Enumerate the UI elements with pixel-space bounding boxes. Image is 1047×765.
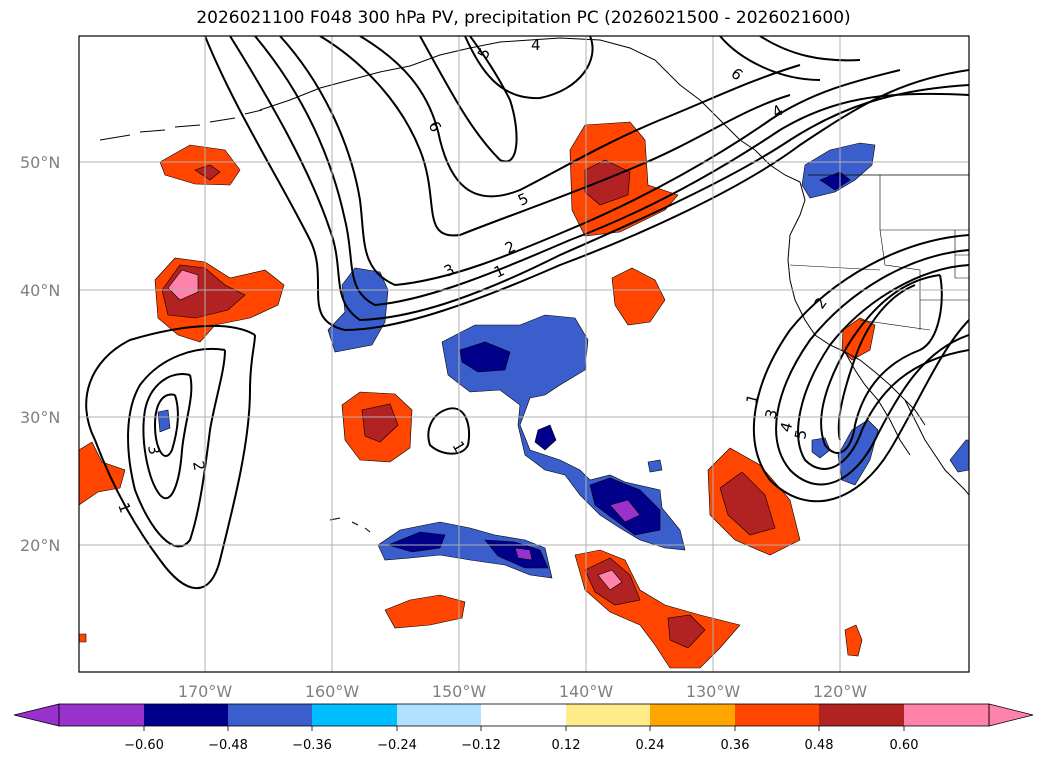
colorbar-outline	[58, 703, 990, 727]
colorbar-segment	[312, 704, 397, 726]
negative-precip-blob	[514, 547, 533, 561]
colorbar-tick-label: 0.24	[636, 738, 665, 753]
pv-contour	[142, 373, 193, 500]
pv-contour	[797, 264, 969, 470]
pv-contour	[279, 36, 901, 287]
colorbar-segment	[735, 704, 819, 726]
pv-contour-layer	[85, 36, 969, 590]
alaska-coastline	[259, 37, 801, 183]
colorbar-segment	[144, 704, 228, 726]
colorbar-tick-label: −0.24	[377, 738, 417, 753]
pv-contour	[153, 393, 179, 457]
contour-label: 3	[144, 444, 163, 457]
positive-precip-blob	[841, 317, 876, 361]
pv-contour	[719, 36, 861, 81]
negative-precip-blob	[609, 499, 641, 523]
pv-contour	[775, 249, 969, 486]
colorbar-segment	[819, 704, 904, 726]
lat-label: 40°N	[20, 281, 60, 300]
lon-label: 140°W	[559, 682, 614, 701]
contour-label: 2	[189, 460, 208, 473]
positive-precip-blob	[597, 569, 623, 591]
lon-label: 130°W	[686, 682, 741, 701]
positive-precip-blob	[159, 144, 241, 186]
pv-contour	[752, 234, 969, 503]
colorbar-segment	[650, 704, 735, 726]
figure-title: 2026021100 F048 300 hPa PV, precipitatio…	[196, 8, 851, 28]
pv-contour	[464, 36, 594, 100]
graticule	[79, 36, 969, 672]
colorbar-tick-label: −0.12	[461, 738, 501, 753]
pv-contour	[419, 36, 518, 163]
colorbar-segment	[228, 704, 312, 726]
pv-contour	[837, 284, 916, 441]
aleutian-islands	[99, 109, 263, 141]
positive-precip-blob	[667, 614, 706, 649]
positive-precip-blob	[584, 159, 631, 206]
west-coast-north-america	[787, 181, 969, 496]
colorbar-segment	[481, 704, 566, 726]
pv-contour	[204, 36, 969, 332]
colorbar-tick-label: −0.48	[208, 738, 248, 753]
negative-precip-blob	[327, 267, 389, 353]
pv-contour	[359, 36, 801, 198]
colorbar-tick-label: 0.60	[890, 738, 919, 753]
colorbar-tick-label: −0.60	[124, 738, 164, 753]
lat-label: 50°N	[20, 153, 60, 172]
positive-precip-blob	[844, 624, 863, 657]
contour-label: 4	[531, 36, 541, 54]
lon-label: 170°W	[178, 682, 233, 701]
contour-label: 1	[742, 392, 762, 406]
negative-precip-blob	[647, 459, 663, 473]
positive-precip-blob	[611, 267, 666, 326]
negative-precip-blob	[801, 142, 876, 199]
lon-label: 150°W	[432, 682, 487, 701]
latitude-labels: 50°N 40°N 30°N 20°N	[20, 153, 60, 555]
contour-label: 5	[791, 428, 810, 441]
colorbar-tick-label: −0.36	[292, 738, 332, 753]
colorbar: −0.60 −0.48 −0.36 −0.24 −0.12 0.12 0.24 …	[13, 703, 1034, 753]
positive-precip-blob	[384, 594, 466, 629]
negative-precip-blob	[157, 409, 171, 433]
positive-precip-blob	[79, 441, 126, 506]
map-frame	[78, 35, 970, 673]
colorbar-extend-min	[13, 703, 60, 727]
colorbar-segment	[904, 704, 989, 726]
contour-label: 3	[761, 407, 781, 421]
colorbar-tick-label: 0.36	[721, 738, 750, 753]
pv-contour	[127, 348, 226, 548]
positive-precip-blob	[167, 269, 199, 301]
lat-label: 30°N	[20, 408, 60, 427]
negative-precip-blob	[459, 341, 511, 373]
lon-label: 120°W	[813, 682, 868, 701]
colorbar-segment	[59, 704, 144, 726]
negative-precip-blob	[949, 439, 969, 473]
precipitation-anomaly-layer	[79, 121, 969, 669]
positive-precip-blob	[79, 633, 87, 643]
positive-precip-blob	[719, 471, 776, 536]
colorbar-ticks	[143, 726, 905, 731]
coastline-layer	[99, 37, 969, 533]
positive-precip-blob	[361, 403, 399, 443]
longitude-labels: 170°W 160°W 150°W 140°W 130°W 120°W	[178, 682, 868, 701]
lat-label: 20°N	[20, 536, 60, 555]
pv-contour	[229, 36, 969, 322]
colorbar-tick-label: 0.48	[805, 738, 834, 753]
colorbar-extend-max	[988, 703, 1034, 727]
colorbar-segment	[397, 704, 481, 726]
baja-california	[844, 351, 926, 456]
pv-contour	[85, 324, 256, 590]
negative-precip-blob	[387, 531, 446, 553]
pv-contour	[427, 407, 471, 455]
colorbar-segment	[566, 704, 650, 726]
negative-precip-blob	[534, 424, 557, 451]
lon-label: 160°W	[305, 682, 360, 701]
colorbar-tick-label: 0.12	[552, 738, 581, 753]
contour-label: 4	[776, 420, 796, 434]
pv-contour	[319, 36, 791, 237]
pv-contour	[254, 36, 969, 307]
